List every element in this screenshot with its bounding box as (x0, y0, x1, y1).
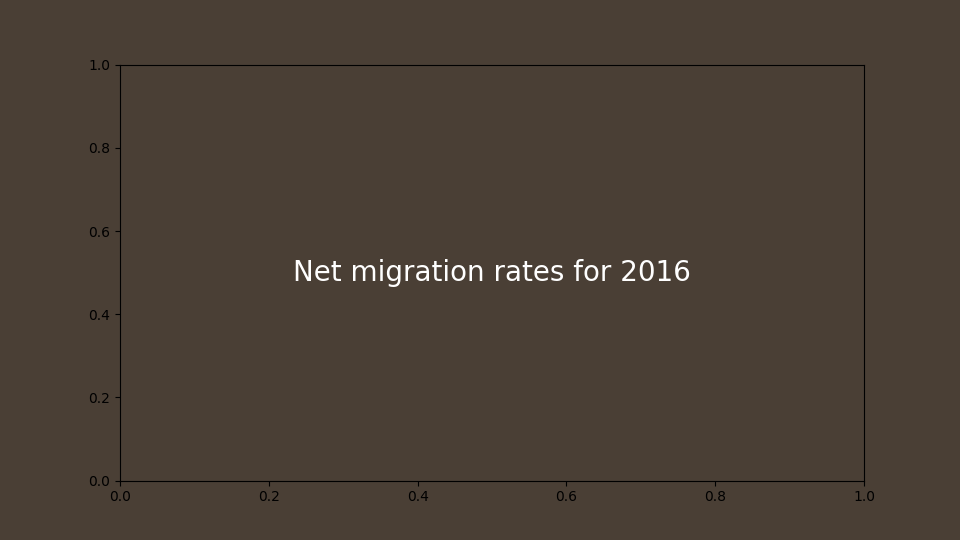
Text: Net migration rates for 2016: Net migration rates for 2016 (293, 259, 691, 287)
